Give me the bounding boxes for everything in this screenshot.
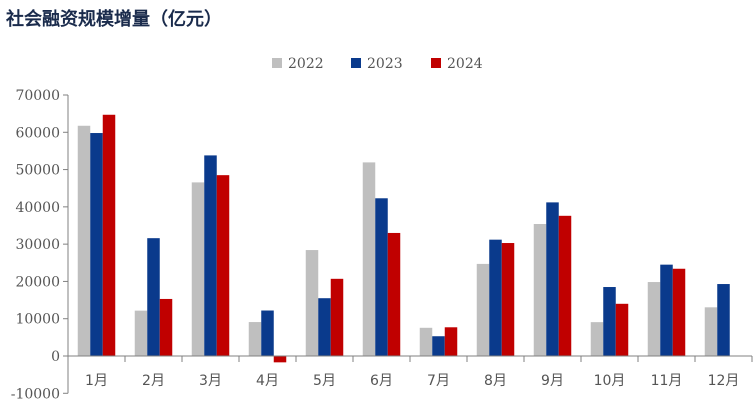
y-tick-label: 60000 xyxy=(15,125,60,141)
legend-swatch-2022 xyxy=(272,58,282,68)
bar-2022-9月 xyxy=(533,224,547,356)
bar-2022-7月 xyxy=(419,327,433,356)
bar-2024-5月 xyxy=(330,278,344,356)
x-tick-label: 4月 xyxy=(256,373,279,389)
y-tick-label: 0 xyxy=(51,349,60,365)
bar-2024-3月 xyxy=(216,175,230,356)
y-tick-label: 40000 xyxy=(15,200,60,216)
bar-2022-12月 xyxy=(704,307,718,356)
bar-2023-10月 xyxy=(603,287,616,356)
bar-2023-1月 xyxy=(90,133,103,356)
bar-2024-6月 xyxy=(387,232,401,356)
legend: 2022 2023 2024 xyxy=(272,56,483,72)
bar-2024-8月 xyxy=(501,243,515,356)
bar-2022-11月 xyxy=(647,282,661,356)
legend-label-2023: 2023 xyxy=(367,56,403,72)
bar-2024-2月 xyxy=(159,298,173,356)
bar-2024-9月 xyxy=(558,215,572,356)
x-tick-label: 2月 xyxy=(142,373,165,389)
y-tick-label: 30000 xyxy=(15,237,60,253)
bar-2022-2月 xyxy=(134,310,148,356)
chart-title: 社会融资规模增量（亿元） xyxy=(6,9,222,30)
legend-swatch-2023 xyxy=(351,58,361,68)
y-tick-label: 20000 xyxy=(15,274,60,290)
x-tick-label: 11月 xyxy=(651,373,683,389)
bar-2022-10月 xyxy=(590,322,604,356)
x-tick-label: 1月 xyxy=(85,373,108,389)
y-tick-label: 50000 xyxy=(15,163,60,179)
bar-2023-8月 xyxy=(489,239,502,356)
bar-2023-3月 xyxy=(204,155,217,356)
bar-2023-5月 xyxy=(318,298,331,356)
legend-swatch-2024 xyxy=(431,58,441,68)
bar-2022-3月 xyxy=(191,182,205,356)
y-axis: -10000 0 10000 20000 30000 40000 50000 60000 700… xyxy=(11,88,69,402)
bar-2023-4月 xyxy=(261,310,274,356)
bar-2023-12月 xyxy=(717,284,730,356)
bar-2023-6月 xyxy=(375,198,388,356)
y-tick-label: 70000 xyxy=(15,88,60,104)
bar-2024-1月 xyxy=(102,114,116,356)
x-tick-label: 3月 xyxy=(199,373,222,389)
y-tick-label: -10000 xyxy=(11,386,60,402)
legend-label-2022: 2022 xyxy=(288,56,324,72)
bar-2024-4月 xyxy=(273,356,287,363)
x-tick-label: 6月 xyxy=(370,373,393,389)
x-tick-label: 10月 xyxy=(594,373,626,389)
bar-2023-7月 xyxy=(432,336,445,356)
legend-label-2024: 2024 xyxy=(447,56,483,72)
x-tick-label: 5月 xyxy=(313,373,336,389)
bar-2024-11月 xyxy=(672,268,686,356)
x-tick-label: 12月 xyxy=(708,373,740,389)
bar-2022-4月 xyxy=(248,322,262,356)
y-tick-label: 10000 xyxy=(15,312,60,328)
bars xyxy=(77,114,730,363)
x-tick-label: 7月 xyxy=(427,373,450,389)
bar-2022-5月 xyxy=(305,250,319,356)
x-tick-label: 8月 xyxy=(484,373,507,389)
x-axis: 1月 2月 3月 4月 5月 6月 7月 8月 9月 10月 11月 12月 xyxy=(67,355,753,389)
bar-2023-11月 xyxy=(660,264,673,356)
bar-2024-7月 xyxy=(444,327,458,356)
bar-2023-9月 xyxy=(546,202,559,356)
bar-2022-8月 xyxy=(476,263,490,356)
bar-2022-1月 xyxy=(77,125,91,356)
bar-2024-10月 xyxy=(615,303,629,356)
bar-2023-2月 xyxy=(147,238,160,356)
x-tick-label: 9月 xyxy=(541,373,564,389)
bar-2022-6月 xyxy=(362,162,376,356)
